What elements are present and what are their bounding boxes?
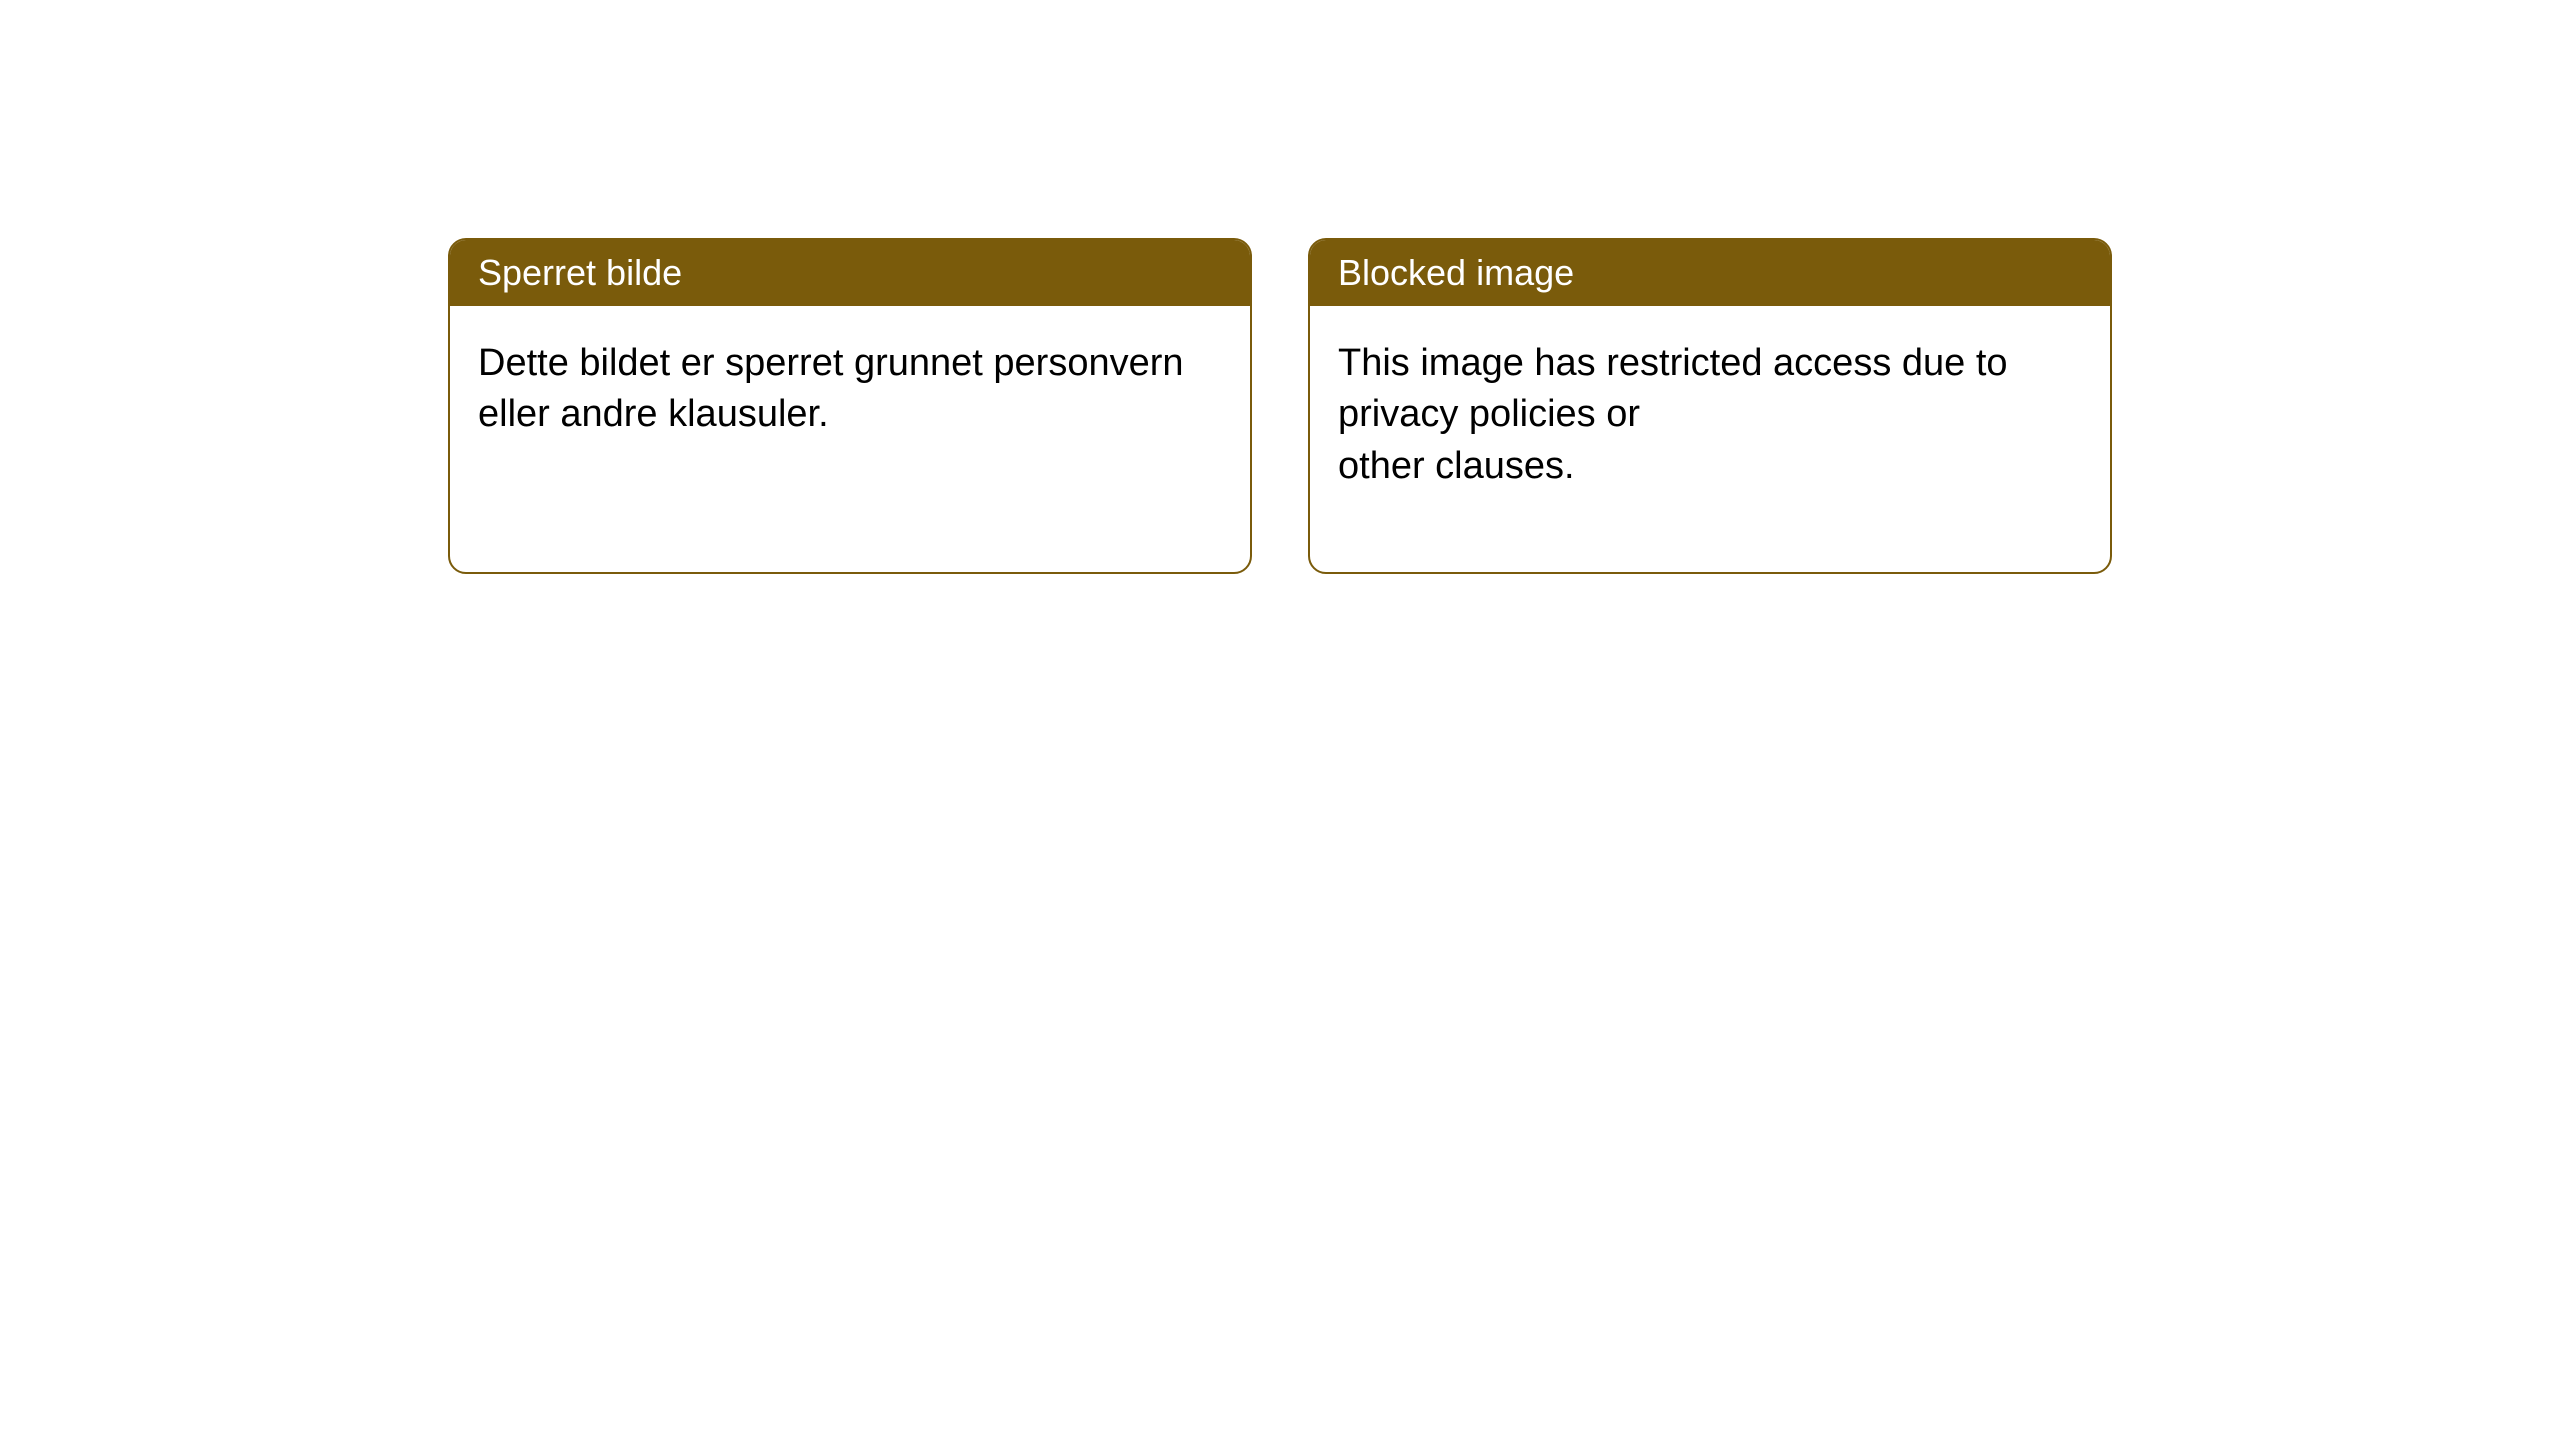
notice-body-english: This image has restricted access due to …: [1310, 306, 2110, 524]
notice-card-english: Blocked image This image has restricted …: [1308, 238, 2112, 574]
notice-body-norwegian: Dette bildet er sperret grunnet personve…: [450, 306, 1250, 473]
notice-header-norwegian: Sperret bilde: [450, 240, 1250, 306]
notice-container: Sperret bilde Dette bildet er sperret gr…: [448, 238, 2112, 574]
notice-header-english: Blocked image: [1310, 240, 2110, 306]
notice-card-norwegian: Sperret bilde Dette bildet er sperret gr…: [448, 238, 1252, 574]
